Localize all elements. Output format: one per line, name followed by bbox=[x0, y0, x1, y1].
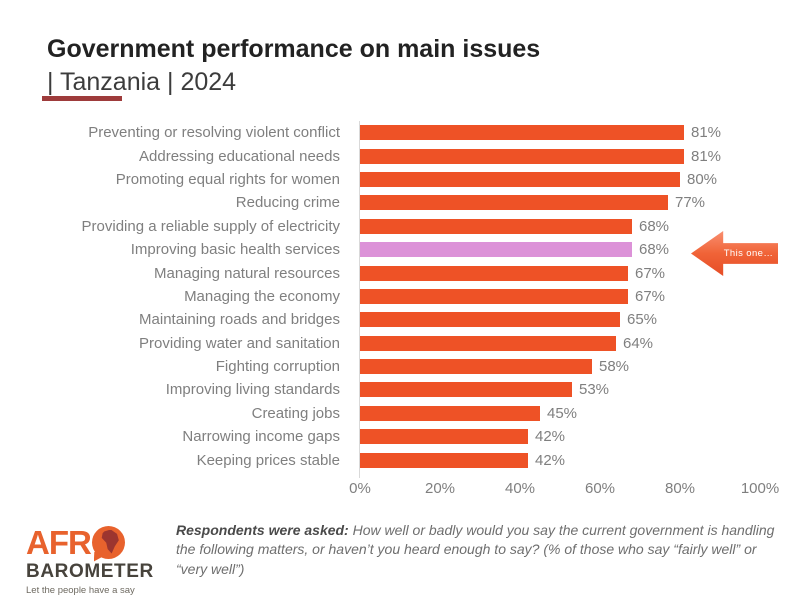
chart-row: Fighting corruption 58% bbox=[0, 355, 800, 378]
bar-cell: 58% bbox=[350, 358, 800, 375]
logo-wordmark: AFR bbox=[26, 524, 166, 560]
category-label: Improving living standards bbox=[165, 381, 340, 399]
chart-row: Promoting equal rights for women 80% bbox=[0, 168, 800, 191]
title-underline-rule bbox=[42, 96, 122, 101]
chart-row: Maintaining roads and bridges 65% bbox=[0, 308, 800, 331]
category-label: Preventing or resolving violent conflict bbox=[88, 124, 340, 142]
bar-cell: 81% bbox=[350, 124, 800, 141]
category-label: Providing water and sanitation bbox=[139, 334, 340, 352]
chart-row: Preventing or resolving violent conflict… bbox=[0, 121, 800, 144]
category-label: Managing the economy bbox=[184, 287, 340, 305]
category-label: Promoting equal rights for women bbox=[115, 170, 340, 188]
page-title: Government performance on main issues | … bbox=[47, 33, 540, 99]
value-label: 81% bbox=[691, 147, 722, 165]
title-line1: Government performance on main issues bbox=[47, 34, 541, 63]
logo-afro-text: AFR bbox=[26, 523, 92, 561]
y-axis-line bbox=[359, 121, 360, 478]
bar-cell: 65% bbox=[350, 311, 800, 328]
value-label: 42% bbox=[535, 428, 566, 446]
bar bbox=[360, 335, 616, 351]
chart-row: Keeping prices stable 42% bbox=[0, 448, 800, 471]
x-axis-tick: 100% bbox=[740, 480, 780, 497]
bar bbox=[360, 452, 528, 468]
bar bbox=[360, 359, 592, 375]
x-axis: 0% 20% 40% 60% 80% 100% bbox=[349, 480, 780, 500]
chart-row: Managing natural resources 67% bbox=[0, 261, 800, 284]
value-label: 68% bbox=[639, 241, 670, 259]
category-label: Creating jobs bbox=[251, 404, 340, 422]
value-label: 68% bbox=[639, 217, 670, 235]
bar bbox=[360, 195, 668, 211]
bar-cell: 67% bbox=[350, 265, 800, 282]
bar-cell: 77% bbox=[350, 194, 800, 211]
category-label: Keeping prices stable bbox=[196, 451, 340, 469]
chart-row: Addressing educational needs 81% bbox=[0, 144, 800, 167]
chart-row: Providing a reliable supply of electrici… bbox=[0, 215, 800, 238]
value-label: 80% bbox=[687, 170, 718, 188]
category-label: Fighting corruption bbox=[215, 358, 340, 376]
category-label: Improving basic health services bbox=[130, 241, 340, 259]
x-axis-tick: 40% bbox=[504, 480, 536, 497]
bar-cell: 53% bbox=[350, 381, 800, 398]
value-label: 81% bbox=[691, 124, 722, 142]
bar bbox=[360, 265, 628, 281]
bar bbox=[360, 171, 680, 187]
x-axis-tick: 60% bbox=[584, 480, 616, 497]
chart-row: Improving basic health services 68% bbox=[0, 238, 800, 261]
question-bold-lead: Respondents were asked: bbox=[176, 522, 349, 538]
value-label: 77% bbox=[675, 194, 706, 212]
value-label: 53% bbox=[579, 381, 610, 399]
value-label: 67% bbox=[635, 264, 666, 282]
chart-row: Improving living standards 53% bbox=[0, 378, 800, 401]
bar-highlighted bbox=[360, 242, 632, 258]
chart-row: Reducing crime 77% bbox=[0, 191, 800, 214]
logo-barometer-text: BAROMETER bbox=[26, 561, 154, 582]
category-label: Addressing educational needs bbox=[139, 147, 340, 165]
value-label: 42% bbox=[535, 451, 566, 469]
value-label: 45% bbox=[547, 404, 578, 422]
x-axis-tick: 80% bbox=[664, 480, 696, 497]
bar bbox=[360, 288, 628, 304]
value-label: 58% bbox=[599, 358, 630, 376]
survey-question-note: Respondents were asked: How well or badl… bbox=[176, 521, 790, 579]
bar bbox=[360, 312, 620, 328]
bar-cell: 80% bbox=[350, 171, 800, 188]
bar bbox=[360, 148, 684, 164]
bar bbox=[360, 382, 572, 398]
category-label: Reducing crime bbox=[235, 194, 340, 212]
bar-cell: 42% bbox=[350, 452, 800, 469]
bar bbox=[360, 125, 684, 141]
bar-chart: Preventing or resolving violent conflict… bbox=[0, 121, 800, 472]
bar bbox=[360, 405, 540, 421]
x-axis-tick: 0% bbox=[349, 480, 371, 497]
chart-row: Narrowing income gaps 42% bbox=[0, 425, 800, 448]
category-label: Managing natural resources bbox=[154, 264, 340, 282]
bar-cell: 81% bbox=[350, 148, 800, 165]
value-label: 67% bbox=[635, 287, 666, 305]
value-label: 65% bbox=[627, 311, 658, 329]
bar bbox=[360, 429, 528, 445]
bar-cell: 64% bbox=[350, 335, 800, 352]
logo-tagline: Let the people have a say bbox=[26, 585, 135, 596]
bar-cell: 67% bbox=[350, 288, 800, 305]
x-axis-tick: 20% bbox=[424, 480, 456, 497]
callout-label: This one… bbox=[723, 248, 774, 259]
category-label: Providing a reliable supply of electrici… bbox=[81, 217, 340, 235]
value-label: 64% bbox=[623, 334, 654, 352]
bar-cell: 68% bbox=[350, 218, 800, 235]
bar-cell: 42% bbox=[350, 428, 800, 445]
chart-row: Creating jobs 45% bbox=[0, 402, 800, 425]
chart-row: Managing the economy 67% bbox=[0, 285, 800, 308]
title-line2: | Tanzania | 2024 bbox=[47, 67, 237, 96]
afrobarometer-logo: AFR BAROMETER Let the people have a say bbox=[26, 524, 166, 596]
question-text: How well or badly would you say the curr… bbox=[176, 522, 775, 577]
chart-row: Providing water and sanitation 64% bbox=[0, 332, 800, 355]
category-label: Narrowing income gaps bbox=[182, 428, 340, 446]
logo-africa-globe-icon bbox=[91, 525, 125, 559]
bar bbox=[360, 218, 632, 234]
category-label: Maintaining roads and bridges bbox=[139, 311, 340, 329]
bar-cell: 45% bbox=[350, 405, 800, 422]
bar-cell: 68% bbox=[350, 241, 800, 258]
